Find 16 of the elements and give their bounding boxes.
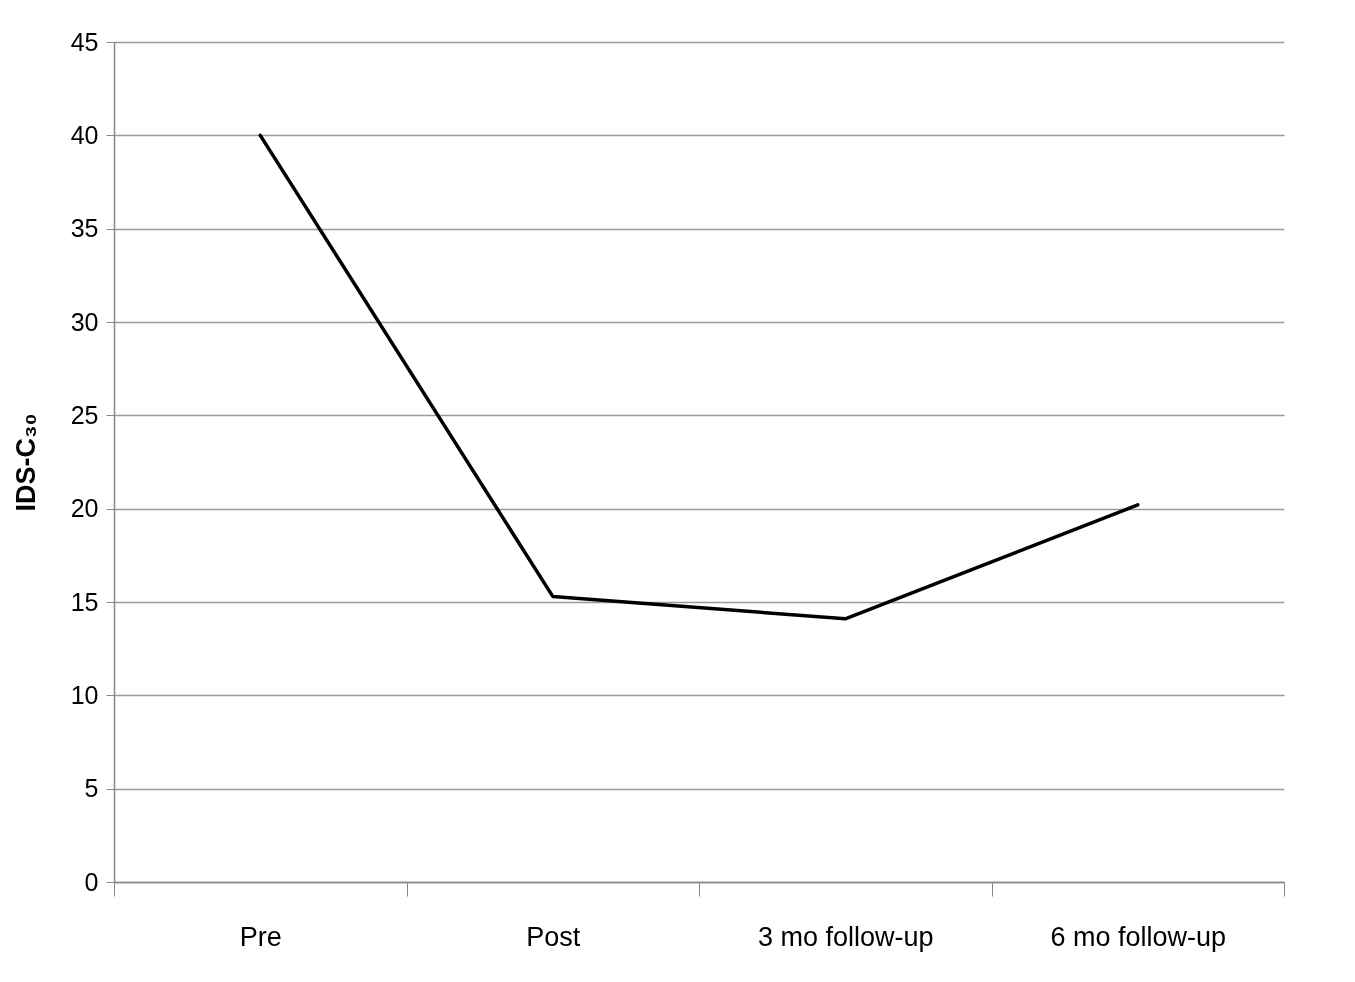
y-tick-label: 10 [70,680,99,709]
x-tick-label: 6 mo follow-up [1050,921,1227,952]
x-tick-label: 3 mo follow-up [757,921,934,952]
y-axis-title: IDS-C₃₀ [10,413,41,512]
y-tick-label: 20 [70,494,99,523]
y-tick-label: 35 [70,214,99,243]
y-tick-label: 25 [70,400,99,429]
y-tick-label: 15 [70,587,99,616]
x-tick-label: Post [526,921,581,952]
y-tick-label: 45 [70,27,99,56]
y-tick-label: 40 [70,120,99,149]
y-tick-label: 5 [84,774,99,803]
y-tick-label: 0 [84,867,99,896]
y-tick-label: 30 [70,307,99,336]
x-tick-label: Pre [239,921,282,952]
line-series [258,133,1140,621]
